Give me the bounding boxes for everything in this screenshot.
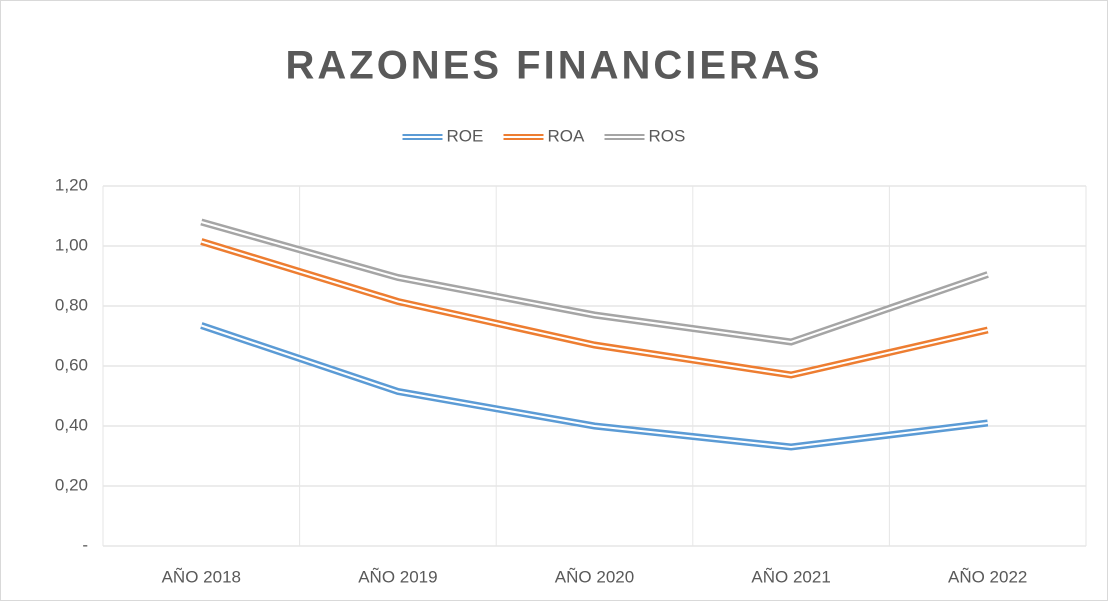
series-line-inner (201, 240, 988, 377)
legend-label: ROS (649, 126, 686, 145)
x-tick-label: AÑO 2019 (358, 567, 437, 586)
series-line-inner (200, 324, 988, 449)
x-tick-label: AÑO 2021 (751, 567, 830, 586)
y-tick-label: 0,20 (55, 475, 88, 494)
series-line-inner (201, 221, 989, 344)
x-tick-label: AÑO 2018 (162, 567, 241, 586)
y-tick-label: 1,20 (55, 175, 88, 194)
x-tick-label: AÑO 2022 (948, 567, 1027, 586)
y-tick-label: 0,80 (55, 295, 88, 314)
legend-label: ROE (447, 126, 484, 145)
y-tick-label: 1,00 (55, 235, 88, 254)
chart-title: RAZONES FINANCIERAS (285, 44, 822, 88)
x-tick-label: AÑO 2020 (555, 567, 634, 586)
y-tick-label: 0,60 (55, 355, 88, 374)
y-tick-label: - (82, 535, 88, 554)
legend-label: ROA (548, 126, 586, 145)
y-tick-label: 0,40 (55, 415, 88, 434)
